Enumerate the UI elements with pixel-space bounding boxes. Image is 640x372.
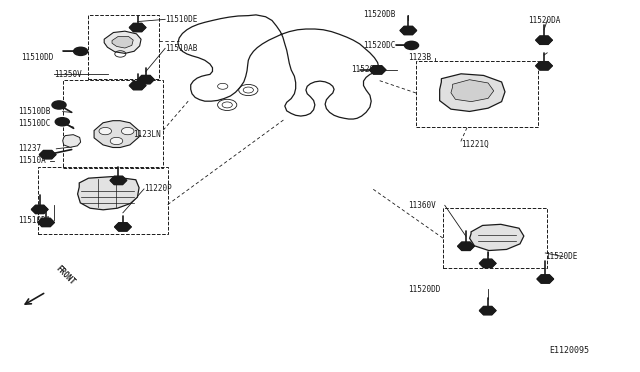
Text: 11237: 11237 [18, 144, 41, 153]
Text: 11220P: 11220P [144, 185, 172, 193]
Text: 11510DB: 11510DB [18, 107, 51, 116]
Text: 11360V: 11360V [408, 201, 436, 210]
Polygon shape [77, 177, 139, 210]
Bar [416, 61, 538, 127]
Polygon shape [536, 36, 552, 44]
Text: 11520A: 11520A [351, 65, 378, 74]
Circle shape [404, 41, 419, 49]
Bar [38, 167, 168, 234]
Polygon shape [110, 176, 127, 185]
Polygon shape [129, 81, 146, 90]
Bar [88, 15, 159, 79]
Text: 11510DD: 11510DD [21, 53, 54, 62]
Text: 11520DC: 11520DC [364, 41, 396, 50]
Text: 11510DC: 11510DC [18, 119, 51, 128]
Text: 11520DD: 11520DD [408, 285, 441, 294]
Text: 11520DA: 11520DA [528, 16, 561, 25]
Polygon shape [536, 62, 552, 70]
Text: 11350V: 11350V [54, 70, 82, 79]
Text: 11510AB: 11510AB [165, 44, 198, 53]
Polygon shape [38, 218, 54, 227]
Bar [63, 80, 163, 168]
Text: E1120095: E1120095 [549, 346, 589, 355]
Text: 11510DE: 11510DE [165, 15, 198, 24]
Polygon shape [112, 36, 133, 48]
Text: 11510DA: 11510DA [18, 216, 51, 225]
Circle shape [99, 128, 111, 135]
Polygon shape [31, 205, 48, 214]
Text: 11221Q: 11221Q [461, 140, 488, 149]
Polygon shape [479, 307, 496, 315]
Polygon shape [129, 23, 146, 32]
Polygon shape [39, 150, 56, 159]
Polygon shape [369, 66, 386, 74]
Text: FRONT: FRONT [54, 264, 76, 286]
Polygon shape [470, 224, 524, 251]
Text: 1123LN: 1123LN [133, 130, 161, 139]
Circle shape [52, 101, 66, 109]
Text: 11510A: 11510A [18, 156, 45, 165]
Bar [443, 208, 547, 268]
Polygon shape [458, 242, 474, 250]
Text: 1123B: 1123B [408, 53, 431, 62]
Polygon shape [115, 223, 131, 231]
Text: 11520DB: 11520DB [364, 10, 396, 19]
Polygon shape [479, 259, 496, 267]
Circle shape [122, 128, 134, 135]
Polygon shape [537, 275, 554, 283]
Text: 11520DE: 11520DE [545, 252, 578, 261]
Polygon shape [104, 31, 141, 54]
Circle shape [110, 137, 123, 145]
Polygon shape [94, 121, 139, 147]
Circle shape [55, 118, 69, 126]
Polygon shape [400, 26, 417, 35]
Polygon shape [138, 76, 154, 84]
Circle shape [74, 47, 88, 55]
Polygon shape [440, 74, 505, 112]
Polygon shape [451, 80, 493, 102]
Polygon shape [63, 135, 81, 147]
